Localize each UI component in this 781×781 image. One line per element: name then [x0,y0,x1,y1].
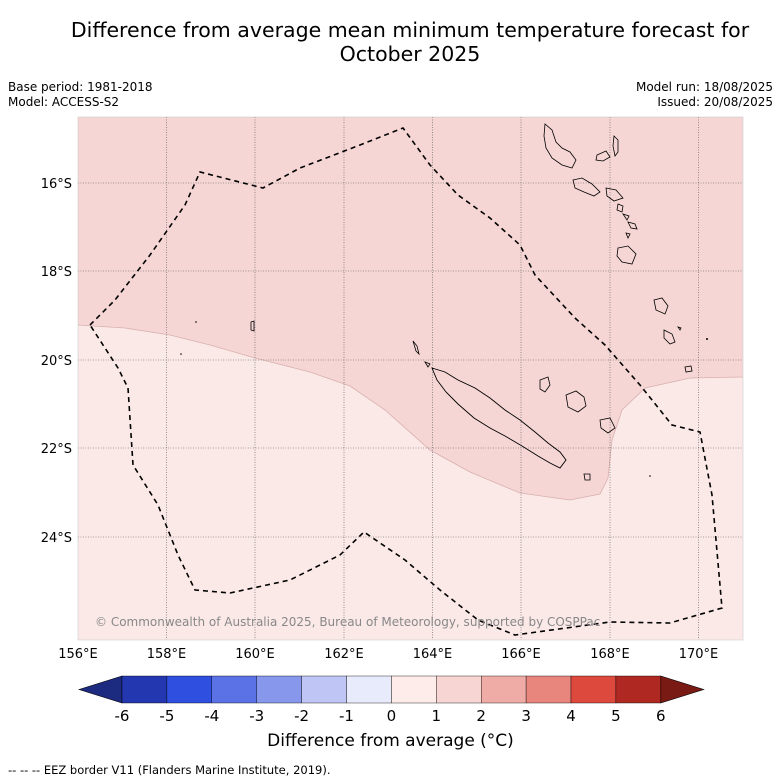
colorbar-segment [525,675,572,704]
colorbar-segment [346,675,392,704]
meta-left: Base period: 1981-2018 Model: ACCESS-S2 [8,80,153,110]
map-title: Difference from average mean minimum tem… [40,18,780,66]
colorbar-segment [211,675,257,704]
model-run: Model run: 18/08/2025 [635,80,773,94]
eez-legend-note: -- -- -- EEZ border V11 (Flanders Marine… [8,763,331,777]
isle-of-pines [583,473,591,481]
lifou-island [565,390,587,413]
colorbar-segment [436,675,482,704]
colorbar-tick-label: -2 [294,707,309,725]
gridlines [78,117,743,640]
anomaly-band-0-1 [78,325,743,640]
lat-tick-20s: 20°S [41,354,72,369]
model-name: Model: ACCESS-S2 [8,95,120,109]
islet-dot [195,321,197,323]
lon-tick-168e: 168°E [590,647,630,662]
base-period: Base period: 1981-2018 [8,80,153,94]
colorbar-segment [481,675,527,704]
lat-tick-18s: 18°S [41,265,72,280]
colorbar: -6 -5 -4 -3 -2 -1 0 1 2 3 4 5 6 [77,675,705,725]
band-boundary [78,324,743,501]
issued-date: Issued: 20/08/2025 [657,95,773,109]
colorbar-tick-label: 5 [611,707,621,725]
copyright-notice: © Commonwealth of Australia 2025, Bureau… [95,615,600,629]
colorbar-segment [121,675,168,704]
lat-tick-16s: 16°S [41,177,72,192]
colorbar-extend-low [77,675,123,704]
lon-tick-166e: 166°E [501,647,541,662]
lon-tick-164e: 164°E [413,647,453,662]
colorbar-tick-label: 2 [476,707,486,725]
new-caledonia-island [431,367,567,469]
colorbar-tick-label: -4 [204,707,219,725]
colorbar-tick-label: 0 [387,707,397,725]
lon-tick-158e: 158°E [147,647,187,662]
colorbar-extend-high [660,675,705,704]
title-line-1: Difference from average mean minimum tem… [70,18,750,42]
lat-ticks: 16°S 18°S 20°S 22°S 24°S [41,177,72,546]
islet-dot [649,475,651,477]
title-line-2: October 2025 [339,42,481,66]
colorbar-tick-label: -3 [249,707,264,725]
belep-islet [412,340,420,356]
colorbar-tick-label: 1 [432,707,442,725]
north-islet [424,361,431,368]
lon-ticks: 156°E 158°E 160°E 162°E 164°E 166°E 168°… [58,647,718,662]
lat-tick-24s: 24°S [41,531,72,546]
lon-tick-160e: 160°E [235,647,275,662]
mare-island [599,417,616,434]
colorbar-tick-label: 4 [566,707,576,725]
chesterfield-islet [250,320,255,332]
colorbar-tick-label: -1 [339,707,354,725]
meta-right: Model run: 18/08/2025 Issued: 20/08/2025 [636,80,773,110]
ouvea-island [539,376,551,393]
lon-tick-156e: 156°E [58,647,98,662]
colorbar-segment [301,675,347,704]
islet-dot [180,353,182,355]
colorbar-segment [615,675,662,704]
lon-tick-170e: 170°E [679,647,719,662]
lon-tick-162e: 162°E [324,647,364,662]
colorbar-tick-label: -5 [159,707,174,725]
vanuatu-islands [543,123,693,373]
lat-tick-22s: 22°S [41,442,72,457]
map-frame [77,116,744,641]
colorbar-segment [166,675,212,704]
colorbar-tick-label: 6 [656,707,666,725]
eez-border [88,127,723,636]
colorbar-segment [570,675,617,704]
islet-dot [706,338,708,340]
colorbar-tick-label: -6 [115,707,130,725]
colorbar-label: Difference from average (°C) [267,731,514,751]
colorbar-segment [256,675,302,704]
colorbar-tick-label: 3 [521,707,531,725]
colorbar-segment [391,675,437,704]
